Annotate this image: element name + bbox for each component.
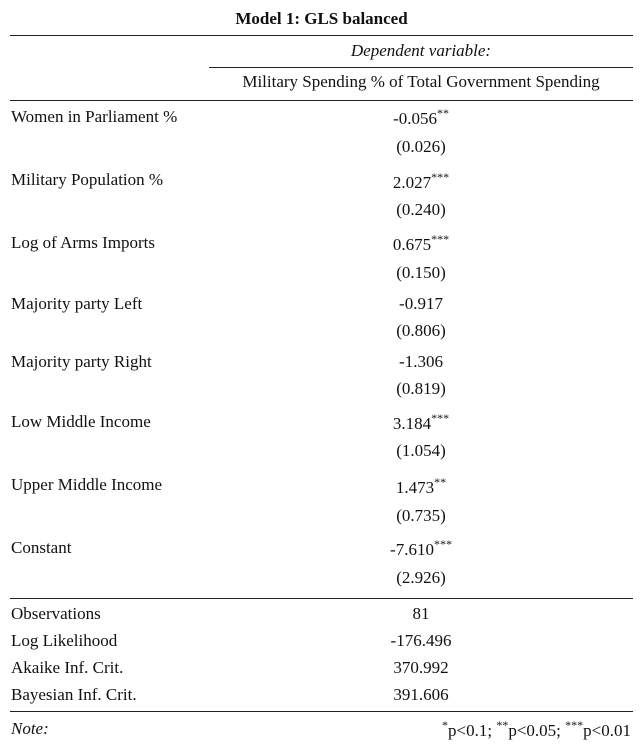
note-star-2: ** — [496, 718, 509, 732]
se-women-in-parliament: (0.026) — [396, 137, 446, 156]
significance-note: *p<0.1; **p<0.05; ***p<0.01 — [442, 718, 631, 743]
estimate-log-arms-imports: 0.675*** — [209, 232, 633, 257]
estimate-upper-middle-income: 1.473** — [209, 475, 633, 500]
se-military-population: (0.240) — [396, 200, 446, 219]
top-rule — [10, 35, 633, 36]
estimate-value: 3.184 — [392, 414, 432, 433]
estimate-majority-party-right: -1.306 — [209, 351, 633, 374]
significance-stars: ** — [436, 106, 449, 120]
note-star-3: *** — [565, 718, 584, 732]
estimate-low-middle-income: 3.184*** — [209, 411, 633, 436]
note-text-2: p<0.05; — [508, 721, 566, 740]
significance-stars: *** — [431, 411, 450, 425]
dependent-variable-label: Dependent variable: — [350, 41, 492, 60]
stat-value-observations: 81 — [412, 604, 430, 623]
header-rule — [10, 100, 633, 101]
se-low-middle-income: (1.054) — [396, 441, 446, 460]
stat-value-log-likelihood: -176.496 — [390, 631, 452, 650]
estimate-women-in-parliament: -0.056** — [209, 106, 633, 131]
statistics-rule — [10, 598, 633, 599]
stat-label-bic: Bayesian Inf. Crit. — [11, 685, 137, 704]
stat-value-bic: 391.606 — [393, 685, 449, 704]
row-label-majority-party-right: Majority party Right — [11, 352, 152, 371]
note-star-1: * — [442, 718, 449, 732]
row-label-low-middle-income: Low Middle Income — [11, 412, 151, 431]
se-majority-party-right: (0.819) — [396, 379, 446, 398]
row-label-majority-party-left: Majority party Left — [11, 294, 143, 313]
se-log-arms-imports: (0.150) — [396, 263, 446, 282]
se-upper-middle-income: (0.735) — [396, 506, 446, 525]
significance-stars: *** — [431, 170, 450, 184]
estimate-value: -0.056 — [393, 109, 437, 128]
estimate-value: 1.473 — [395, 478, 435, 497]
estimate-military-population: 2.027*** — [209, 170, 633, 195]
significance-stars: *** — [433, 537, 452, 551]
row-label-upper-middle-income: Upper Middle Income — [11, 475, 163, 494]
stat-label-aic: Akaike Inf. Crit. — [11, 658, 124, 677]
stat-label-observations: Observations — [11, 604, 101, 623]
estimate-value: 2.027 — [392, 173, 432, 192]
estimate-value: -0.917 — [399, 294, 443, 313]
estimate-majority-party-left: -0.917 — [209, 293, 633, 316]
row-label-military-population: Military Population % — [11, 170, 164, 189]
se-constant: (2.926) — [396, 568, 446, 587]
bottom-rule — [10, 711, 633, 712]
stat-label-log-likelihood: Log Likelihood — [11, 631, 118, 650]
stat-value-aic: 370.992 — [393, 658, 449, 677]
row-label-constant: Constant — [11, 538, 72, 557]
estimate-constant: -7.610*** — [209, 537, 633, 562]
se-majority-party-left: (0.806) — [396, 321, 446, 340]
significance-stars: ** — [434, 475, 447, 489]
estimate-value: -7.610 — [390, 540, 434, 559]
row-label-women-in-parliament: Women in Parliament % — [11, 107, 178, 126]
dependent-variable-name: Military Spending % of Total Government … — [242, 72, 600, 91]
table-title: Model 1: GLS balanced — [235, 9, 408, 28]
row-label-log-arms-imports: Log of Arms Imports — [11, 233, 156, 252]
estimate-value: 0.675 — [392, 235, 432, 254]
significance-stars: *** — [431, 232, 450, 246]
note-text-3: p<0.01 — [583, 721, 631, 740]
estimate-value: -1.306 — [399, 352, 443, 371]
note-text-1: p<0.1; — [448, 721, 497, 740]
note-label: Note: — [11, 719, 49, 738]
dependent-variable-rule — [209, 67, 633, 68]
